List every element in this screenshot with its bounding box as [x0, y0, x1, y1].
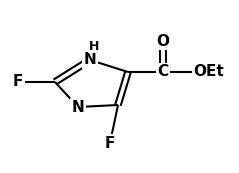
Text: OEt: OEt — [193, 65, 224, 80]
Text: F: F — [105, 135, 115, 151]
Text: N: N — [84, 52, 96, 67]
Text: C: C — [158, 65, 168, 80]
Text: H: H — [89, 39, 99, 52]
Text: O: O — [157, 34, 169, 48]
Text: F: F — [13, 75, 23, 89]
Text: N: N — [72, 99, 84, 115]
